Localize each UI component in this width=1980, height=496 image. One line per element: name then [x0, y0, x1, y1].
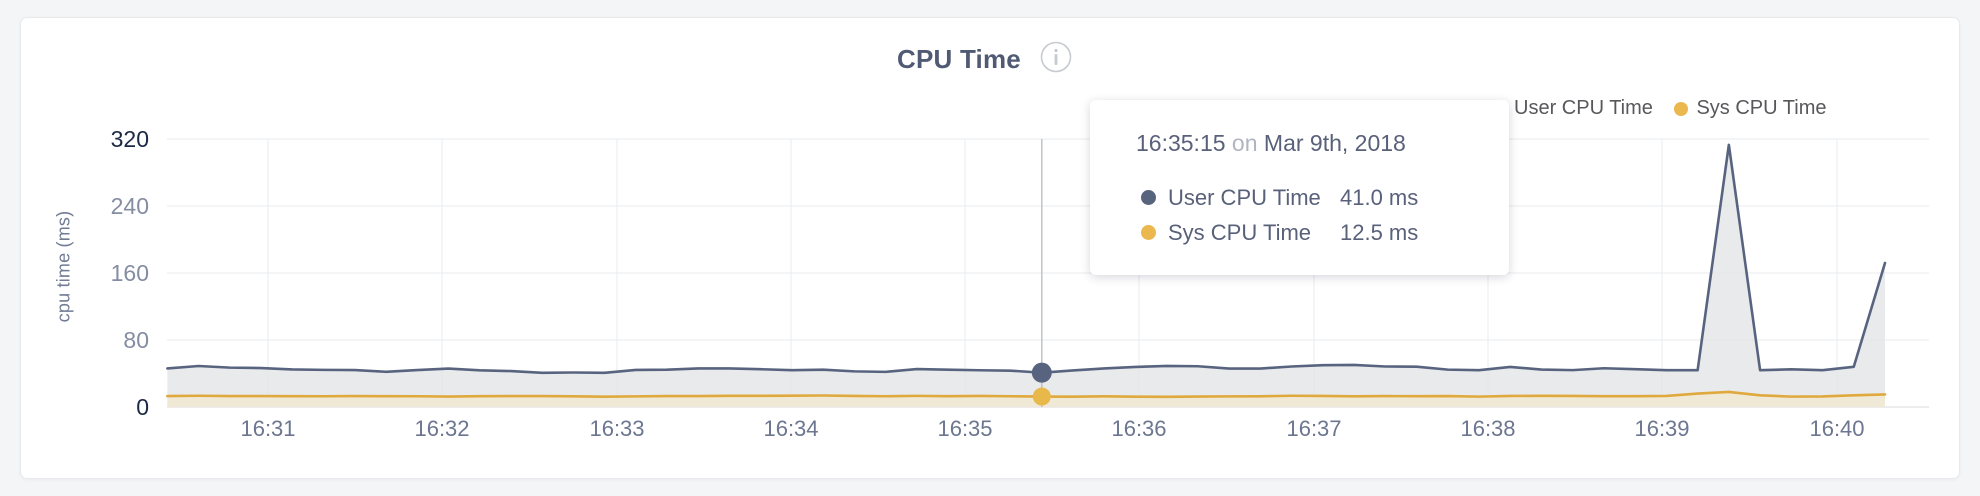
svg-text:320: 320 — [111, 126, 149, 152]
svg-text:16:33: 16:33 — [589, 416, 644, 438]
svg-text:16:39: 16:39 — [1634, 416, 1689, 438]
svg-text:16:31: 16:31 — [240, 416, 295, 438]
svg-text:0: 0 — [136, 394, 149, 420]
svg-text:16:37: 16:37 — [1286, 416, 1341, 438]
svg-text:16:40: 16:40 — [1809, 416, 1864, 438]
svg-text:160: 160 — [111, 260, 149, 286]
svg-text:80: 80 — [123, 327, 149, 353]
svg-text:16:32: 16:32 — [414, 416, 469, 438]
svg-text:16:35: 16:35 — [937, 416, 992, 438]
svg-text:240: 240 — [111, 193, 149, 219]
svg-text:16:38: 16:38 — [1460, 416, 1515, 438]
svg-text:16:34: 16:34 — [763, 416, 818, 438]
svg-text:16:36: 16:36 — [1111, 416, 1166, 438]
